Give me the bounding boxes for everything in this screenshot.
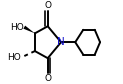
Text: HO: HO — [7, 53, 21, 62]
Text: HO: HO — [10, 23, 24, 32]
Text: O: O — [44, 74, 51, 83]
Text: O: O — [44, 1, 51, 10]
Text: N: N — [57, 37, 65, 47]
Polygon shape — [23, 26, 35, 33]
